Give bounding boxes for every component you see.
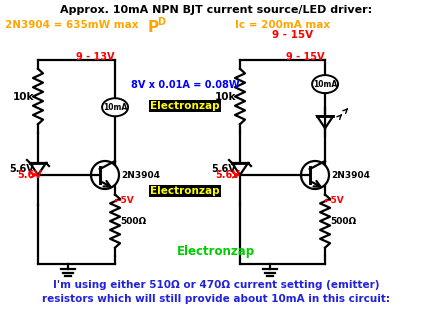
- Text: 10k: 10k: [13, 92, 34, 101]
- Text: 5.6V: 5.6V: [17, 170, 42, 180]
- Text: Ic = 200mA max: Ic = 200mA max: [235, 20, 330, 30]
- Text: 10mA: 10mA: [103, 103, 127, 112]
- Text: 10k: 10k: [214, 92, 236, 101]
- Text: 9 - 13V: 9 - 13V: [76, 52, 114, 62]
- Text: 9 - 15V: 9 - 15V: [272, 30, 313, 40]
- Text: Approx. 10mA NPN BJT current source/LED driver:: Approx. 10mA NPN BJT current source/LED …: [60, 5, 372, 15]
- Text: 9 - 15V: 9 - 15V: [286, 52, 324, 62]
- Text: D: D: [157, 17, 165, 27]
- Text: 10mA: 10mA: [313, 80, 337, 89]
- Text: I'm using either 510Ω or 470Ω current setting (emitter): I'm using either 510Ω or 470Ω current se…: [53, 280, 379, 290]
- Text: 2N3904: 2N3904: [121, 170, 160, 180]
- Text: ←5V: ←5V: [114, 196, 135, 205]
- Text: resistors which will still provide about 10mA in this circuit:: resistors which will still provide about…: [42, 294, 390, 304]
- Ellipse shape: [312, 75, 338, 93]
- Text: Electronzap: Electronzap: [150, 101, 220, 111]
- Text: Electronzap: Electronzap: [150, 186, 220, 196]
- Ellipse shape: [102, 98, 128, 116]
- Text: ←5V: ←5V: [324, 196, 345, 205]
- Text: 2N3904: 2N3904: [331, 170, 370, 180]
- Text: P: P: [148, 20, 159, 35]
- Text: 500Ω: 500Ω: [120, 216, 146, 226]
- Text: 2N3904 = 635mW max: 2N3904 = 635mW max: [5, 20, 142, 30]
- Text: 5.6V: 5.6V: [211, 164, 236, 174]
- Text: 5.6V: 5.6V: [215, 170, 240, 180]
- Text: Electronzap: Electronzap: [177, 244, 255, 258]
- Text: 500Ω: 500Ω: [330, 216, 356, 226]
- Text: 8V x 0.01A = 0.08W: 8V x 0.01A = 0.08W: [131, 80, 239, 90]
- Text: 5.6V: 5.6V: [9, 164, 34, 174]
